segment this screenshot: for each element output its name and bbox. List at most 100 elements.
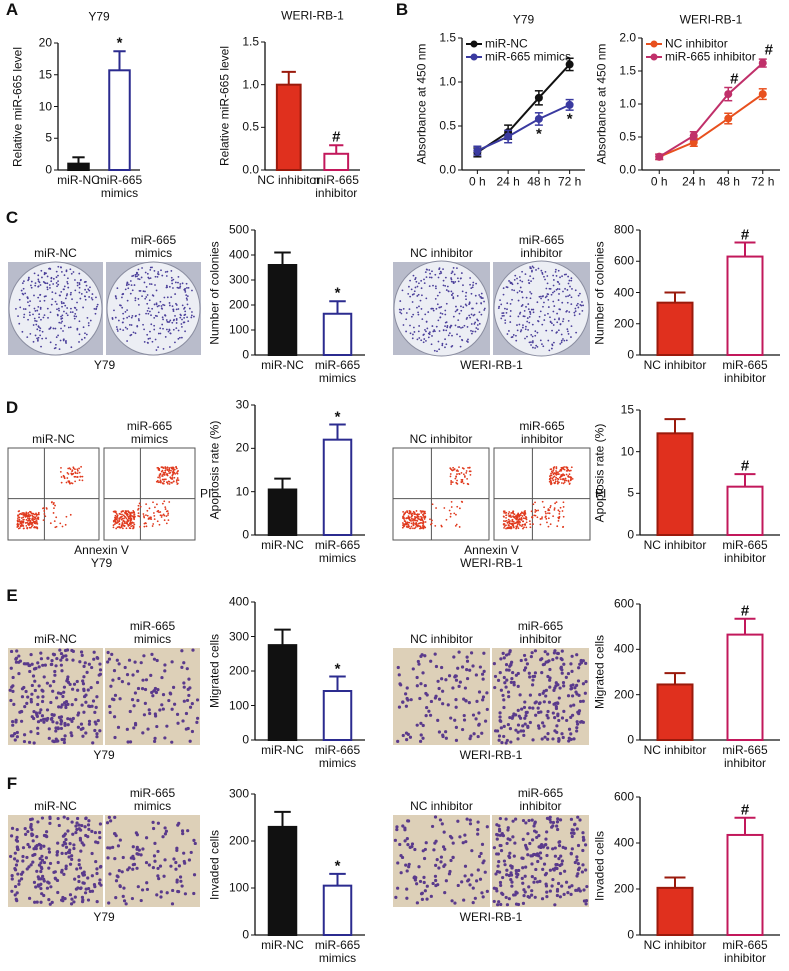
colony <box>154 304 156 306</box>
colony <box>66 281 68 283</box>
cell <box>15 899 18 902</box>
event <box>30 527 32 529</box>
event <box>560 467 562 469</box>
colony <box>553 285 555 287</box>
event <box>140 506 142 508</box>
cell <box>528 842 531 845</box>
legend-marker <box>471 41 478 48</box>
event <box>177 477 179 479</box>
event <box>407 524 409 526</box>
cell <box>557 857 560 860</box>
colony <box>113 310 115 312</box>
cell <box>582 682 585 685</box>
colony <box>179 317 181 319</box>
cell <box>16 859 19 862</box>
event <box>168 481 170 483</box>
chart-title: Y79 <box>513 14 534 27</box>
event <box>143 517 145 519</box>
colony <box>131 324 133 326</box>
colony <box>462 326 464 328</box>
colony <box>472 282 474 284</box>
cell <box>148 863 151 866</box>
cell <box>475 879 478 882</box>
cell <box>189 740 192 743</box>
colony <box>546 295 548 297</box>
event <box>157 477 159 479</box>
colony <box>63 288 65 290</box>
colony <box>177 338 179 340</box>
bar <box>658 684 693 740</box>
cell <box>48 737 51 740</box>
y-tick-label: 2.0 <box>619 32 636 45</box>
cell <box>472 713 475 716</box>
cell <box>24 833 27 836</box>
cell <box>482 895 485 898</box>
cell <box>96 681 99 684</box>
cell <box>445 879 448 882</box>
cell <box>468 737 471 740</box>
y-tick-label: 100 <box>229 324 249 337</box>
cell <box>165 725 168 728</box>
colony <box>66 312 68 314</box>
colony <box>126 309 128 311</box>
colony <box>408 286 410 288</box>
cell <box>584 662 587 665</box>
colony <box>29 333 31 335</box>
colony <box>129 335 131 337</box>
image-label: miR-665 mimics <box>118 420 182 446</box>
colony <box>186 297 188 299</box>
event <box>456 506 458 508</box>
event <box>17 518 19 520</box>
cell <box>145 836 148 839</box>
cell <box>517 685 520 688</box>
point <box>759 59 767 67</box>
colony <box>511 299 513 301</box>
event <box>534 509 536 511</box>
cell <box>560 732 563 735</box>
cell <box>508 897 511 900</box>
cell <box>92 658 95 661</box>
cell <box>126 673 129 676</box>
colony <box>149 311 151 313</box>
cell <box>401 824 404 827</box>
colony <box>162 319 164 321</box>
event <box>548 526 550 528</box>
event <box>560 469 562 471</box>
colony <box>559 276 561 278</box>
event <box>53 507 55 509</box>
cell <box>405 888 408 891</box>
cell <box>96 900 99 903</box>
cell <box>46 708 49 711</box>
colony <box>522 327 524 329</box>
cell <box>509 649 512 652</box>
event <box>53 502 55 504</box>
colony <box>51 291 53 293</box>
event <box>413 513 415 515</box>
colony <box>425 330 427 332</box>
event <box>452 467 454 469</box>
colony <box>191 290 193 292</box>
colony <box>437 295 439 297</box>
y-tick-label: 400 <box>614 286 634 299</box>
cell <box>508 669 511 672</box>
event <box>454 478 456 480</box>
x-tick-label: 0 h <box>651 176 668 189</box>
event <box>544 516 546 518</box>
cell <box>153 842 156 845</box>
cell <box>511 820 514 823</box>
cell <box>532 881 535 884</box>
cell <box>497 679 500 682</box>
bar <box>68 164 89 170</box>
cell <box>178 864 181 867</box>
cell <box>543 736 546 739</box>
colony <box>457 326 459 328</box>
colony <box>499 299 501 301</box>
cell <box>10 834 13 837</box>
event <box>545 513 547 515</box>
cell <box>560 657 563 660</box>
colony <box>525 326 527 328</box>
cell <box>90 830 93 833</box>
event <box>556 525 558 527</box>
cell <box>95 867 98 870</box>
cell <box>524 875 527 878</box>
